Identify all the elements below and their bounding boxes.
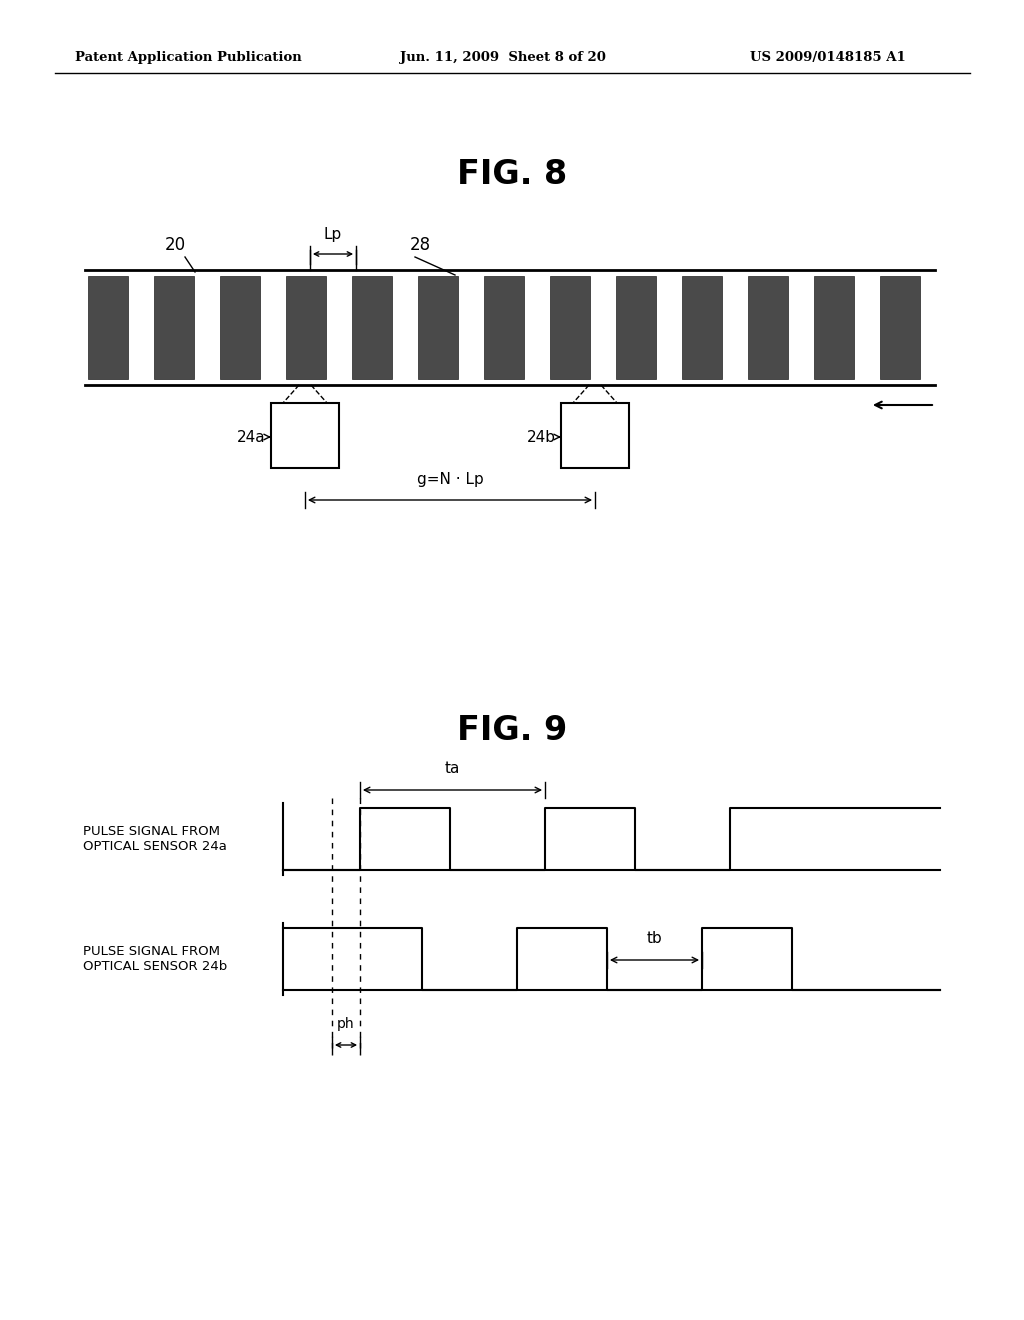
Text: Lp: Lp xyxy=(324,227,342,242)
Text: Jun. 11, 2009  Sheet 8 of 20: Jun. 11, 2009 Sheet 8 of 20 xyxy=(400,51,606,65)
Bar xyxy=(550,276,590,379)
Text: Patent Application Publication: Patent Application Publication xyxy=(75,51,302,65)
Bar xyxy=(880,276,920,379)
Bar xyxy=(748,276,788,379)
Text: FIG. 8: FIG. 8 xyxy=(457,158,567,191)
Text: FIG. 9: FIG. 9 xyxy=(457,714,567,747)
Bar xyxy=(814,276,854,379)
Bar xyxy=(418,276,458,379)
Bar xyxy=(88,276,128,379)
Text: tb: tb xyxy=(646,931,663,946)
Text: PULSE SIGNAL FROM
OPTICAL SENSOR 24b: PULSE SIGNAL FROM OPTICAL SENSOR 24b xyxy=(83,945,227,973)
Bar xyxy=(561,403,629,469)
Bar xyxy=(271,403,339,469)
Text: 20: 20 xyxy=(165,236,185,253)
Bar xyxy=(220,276,260,379)
Bar xyxy=(286,276,326,379)
Text: 24a: 24a xyxy=(238,429,266,445)
Text: 28: 28 xyxy=(410,236,430,253)
Text: ta: ta xyxy=(444,762,460,776)
Bar xyxy=(484,276,524,379)
Bar xyxy=(616,276,656,379)
Bar xyxy=(352,276,392,379)
Bar xyxy=(154,276,194,379)
Text: g=N · Lp: g=N · Lp xyxy=(417,473,483,487)
Bar xyxy=(682,276,722,379)
Text: US 2009/0148185 A1: US 2009/0148185 A1 xyxy=(750,51,906,65)
Text: PULSE SIGNAL FROM
OPTICAL SENSOR 24a: PULSE SIGNAL FROM OPTICAL SENSOR 24a xyxy=(83,825,227,853)
Text: ph: ph xyxy=(337,1016,354,1031)
Text: 24b: 24b xyxy=(527,429,556,445)
